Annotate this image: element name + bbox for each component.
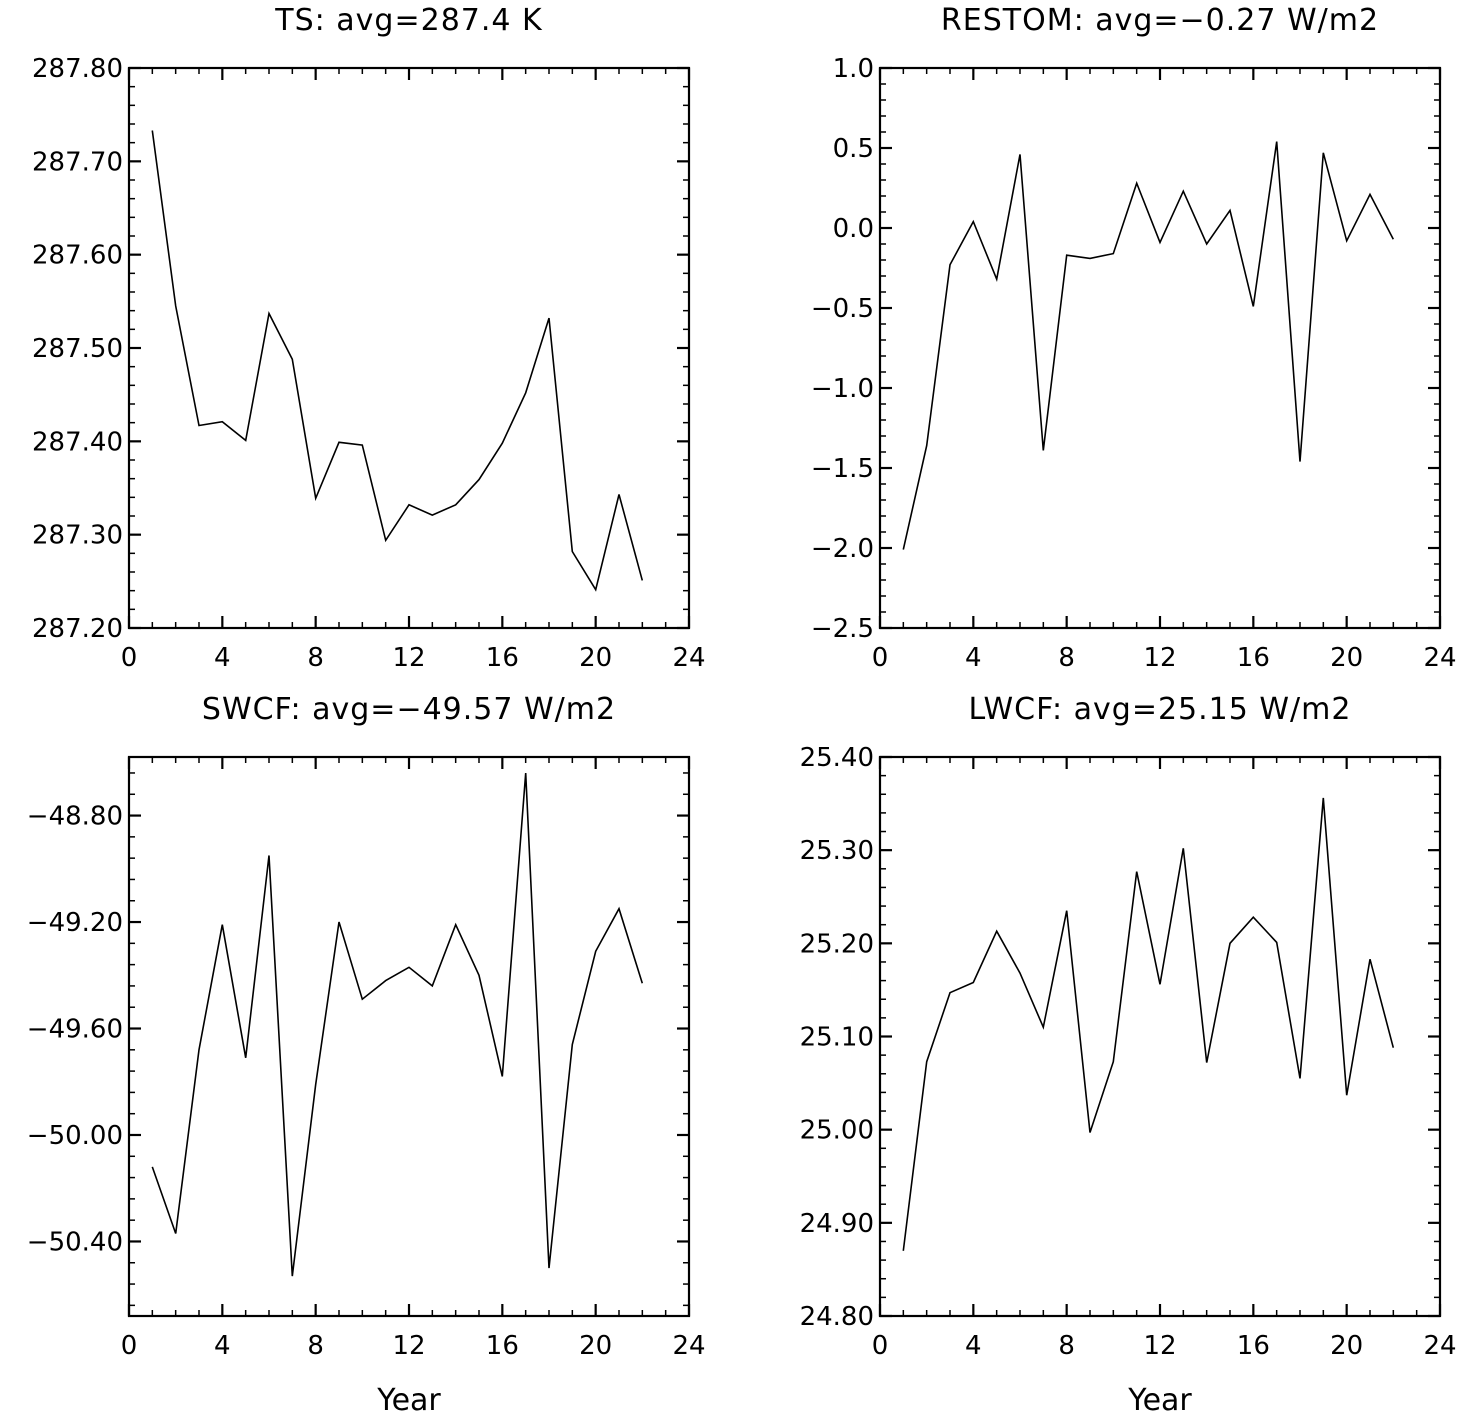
restom-y-tick-label: −1.5	[811, 454, 874, 484]
lwcf-y-tick-label: 25.10	[800, 1023, 874, 1053]
ts-x-tick-label: 24	[672, 643, 705, 673]
swcf-plot-frame	[127, 755, 691, 1318]
ts-y-tick-label: 287.30	[32, 521, 123, 551]
lwcf-x-tick-label: 8	[1058, 1331, 1075, 1361]
lwcf-y-tick-label: 25.30	[800, 836, 874, 866]
swcf-x-tick-label: 8	[307, 1331, 324, 1361]
restom-x-tick-label: 24	[1423, 643, 1456, 673]
ts-y-tick-label: 287.70	[32, 147, 123, 177]
swcf-x-tick-label: 0	[121, 1331, 138, 1361]
lwcf-series-line	[902, 797, 1395, 1251]
ts-x-tick-label: 12	[392, 643, 425, 673]
ts-y-tick-label: 287.80	[32, 54, 123, 84]
restom-y-tick-label: 0.5	[833, 134, 874, 164]
lwcf-y-tick-label: 24.80	[800, 1302, 874, 1332]
ts-y-tick-label: 287.60	[32, 241, 123, 271]
lwcf-y-tick-label: 24.90	[800, 1209, 874, 1239]
swcf-y-tick-label: −48.80	[27, 802, 123, 832]
swcf-y-tick-label: −49.60	[27, 1015, 123, 1045]
swcf-y-tick-label: −50.40	[27, 1227, 123, 1257]
lwcf-y-tick-label: 25.00	[800, 1116, 874, 1146]
ts-y-tick-label: 287.50	[32, 334, 123, 364]
ts-title: TS: avg=287.4 K	[274, 3, 543, 38]
panel-lwcf: 24.80 24.90 25.00 25.10 25.20 25.30 25.40 0 4 8 12…	[800, 692, 1457, 1418]
swcf-x-tick-label: 12	[392, 1331, 425, 1361]
restom-plot-frame	[878, 66, 1442, 630]
swcf-x-tick-label: 20	[579, 1331, 612, 1361]
ts-x-tick-label: 20	[579, 643, 612, 673]
swcf-x-axis-label: Year	[376, 1383, 441, 1416]
swcf-x-tick-label: 4	[214, 1331, 231, 1361]
restom-y-tick-label: −1.0	[811, 374, 874, 404]
lwcf-x-tick-label: 16	[1237, 1331, 1270, 1361]
panel-swcf: −50.40 −50.00 −49.60 −49.20 −48.80 0 4 8 12 16 20 2…	[27, 692, 706, 1418]
restom-y-tick-label: −0.5	[811, 294, 874, 324]
ts-plot-frame	[127, 66, 691, 630]
ts-x-tick-label: 8	[307, 643, 324, 673]
swcf-title: SWCF: avg=−49.57 W/m2	[202, 692, 616, 727]
ts-x-tick-label: 16	[486, 643, 519, 673]
restom-y-tick-label: −2.5	[811, 614, 874, 644]
ts-y-tick-label: 287.40	[32, 427, 123, 457]
restom-x-tick-label: 12	[1143, 643, 1176, 673]
restom-y-tick-label: 1.0	[833, 54, 874, 84]
restom-x-tick-label: 0	[872, 643, 889, 673]
lwcf-y-tick-label: 25.20	[800, 929, 874, 959]
lwcf-x-tick-label: 24	[1423, 1331, 1456, 1361]
restom-series-line	[902, 141, 1395, 550]
ts-x-tick-label: 4	[214, 643, 231, 673]
lwcf-x-tick-label: 0	[872, 1331, 889, 1361]
swcf-x-tick-label: 16	[486, 1331, 519, 1361]
swcf-y-tick-label: −50.00	[27, 1121, 123, 1151]
ts-x-tick-label: 0	[121, 643, 138, 673]
lwcf-x-tick-label: 4	[965, 1331, 982, 1361]
lwcf-x-tick-label: 12	[1143, 1331, 1176, 1361]
lwcf-x-axis-label: Year	[1127, 1383, 1192, 1416]
restom-x-tick-label: 4	[965, 643, 982, 673]
restom-title: RESTOM: avg=−0.27 W/m2	[941, 3, 1379, 38]
ts-y-tick-label: 287.20	[32, 614, 123, 644]
swcf-series-line	[151, 772, 644, 1277]
restom-x-tick-label: 8	[1058, 643, 1075, 673]
lwcf-title: LWCF: avg=25.15 W/m2	[969, 692, 1352, 727]
restom-y-tick-label: −2.0	[811, 534, 874, 564]
swcf-x-tick-label: 24	[672, 1331, 705, 1361]
panel-ts: 287.20 287.30 287.40 287.50 287.60 287.70 287.…	[32, 3, 706, 673]
panel-restom: −2.5 −2.0 −1.5 −1.0 −0.5 0.0 0.5 1.0 0 4 8 12 16 20 24…	[811, 3, 1457, 673]
ts-series-line	[151, 130, 644, 592]
lwcf-y-tick-label: 25.40	[800, 743, 874, 773]
restom-x-tick-label: 16	[1237, 643, 1270, 673]
lwcf-x-tick-label: 20	[1330, 1331, 1363, 1361]
restom-x-tick-label: 20	[1330, 643, 1363, 673]
swcf-y-tick-label: −49.20	[27, 908, 123, 938]
restom-y-tick-label: 0.0	[833, 214, 874, 244]
